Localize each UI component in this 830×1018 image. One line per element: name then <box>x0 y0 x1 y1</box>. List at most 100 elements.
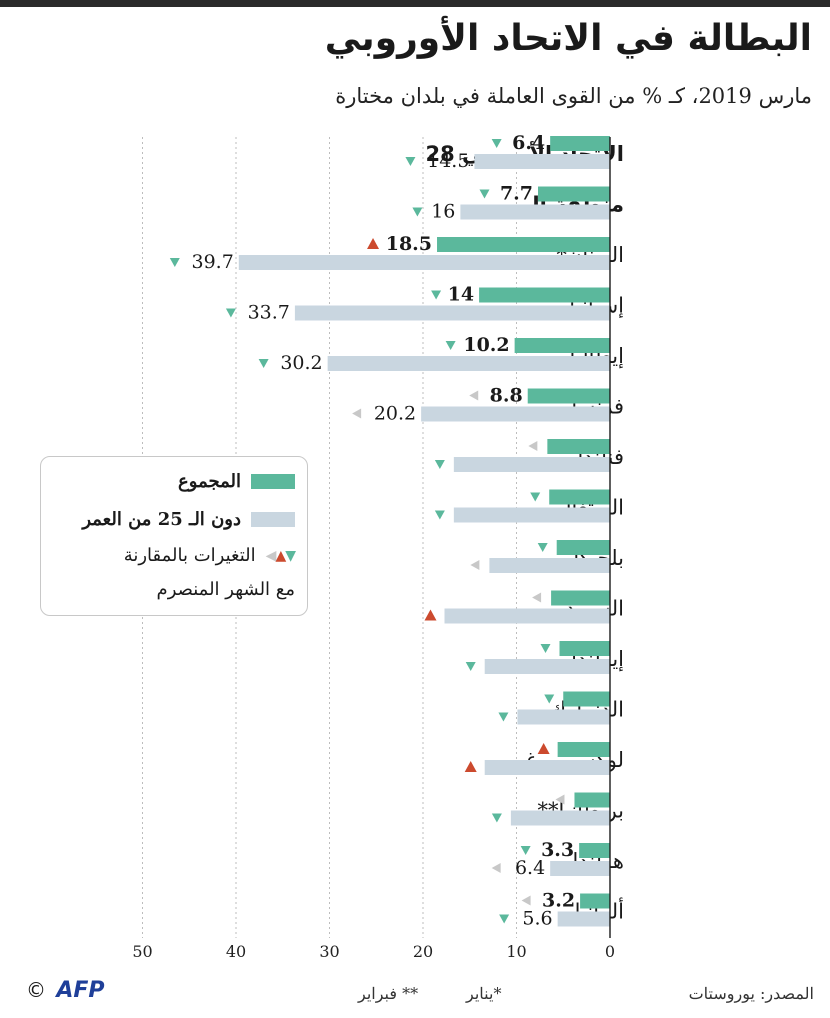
bar-under25-label: 20.2 <box>374 403 416 425</box>
bar-under25 <box>489 558 610 573</box>
category-row: بريطانيا** <box>491 792 624 826</box>
bar-total <box>556 540 610 555</box>
bar-total-label: 7.7 <box>500 183 533 205</box>
bar-under25-label: 5.6 <box>522 908 552 930</box>
change-marker-down <box>498 712 509 722</box>
change-marker-same <box>532 592 542 603</box>
category-row: فنلندا <box>434 439 624 472</box>
x-tick-label: 40 <box>226 942 246 961</box>
change-marker-same <box>528 441 538 451</box>
bar-under25 <box>421 406 610 422</box>
bar-under25 <box>453 457 610 472</box>
legend-changes-line2: مع الشهر المنصرم <box>156 579 295 600</box>
change-marker-up <box>464 761 477 772</box>
change-marker-up <box>537 743 550 754</box>
legend-down-icon: ▼ <box>285 547 296 564</box>
change-marker-down <box>465 662 476 671</box>
change-marker-down <box>434 460 445 469</box>
category-row: بلجيكا <box>470 540 624 573</box>
note-january: *يناير <box>466 984 502 1003</box>
change-marker-down <box>258 359 269 368</box>
legend-total: المجموع <box>178 471 295 492</box>
bar-total <box>514 338 610 353</box>
afp-logo: AFP <box>56 978 105 1003</box>
bar-total <box>479 287 610 303</box>
bar-total-label: 10.2 <box>463 334 509 356</box>
bar-total <box>437 237 610 252</box>
legend-change-markers: ▼▲◀ <box>265 547 296 564</box>
legend-under25-label: دون الـ 25 من العمر <box>82 509 241 530</box>
bar-under25 <box>557 911 610 927</box>
category-row: ألمانيا3.25.6 <box>499 890 624 930</box>
bar-total <box>538 186 610 202</box>
bar-under25 <box>550 861 610 876</box>
category-row: الاتحاد الأوروبي 286.414.5 <box>405 132 624 172</box>
change-marker-down <box>405 157 416 166</box>
change-marker-down <box>499 914 510 924</box>
bar-under25 <box>474 154 610 169</box>
bar-total <box>559 641 610 656</box>
note-february: ** فبراير <box>358 984 419 1003</box>
category-row: فرنسا8.820.2 <box>352 385 624 425</box>
x-tick-label: 10 <box>506 942 526 961</box>
change-marker-same <box>470 560 480 570</box>
bar-under25-label: 33.7 <box>248 302 290 324</box>
change-marker-down <box>491 139 502 148</box>
bar-total <box>547 439 610 454</box>
bar-total <box>527 388 610 404</box>
bar-under25 <box>460 204 610 220</box>
legend-changes-line1: التغيرات بالمقارنة <box>123 545 256 566</box>
legend-under25: دون الـ 25 من العمر <box>82 509 295 530</box>
legend-up-icon: ▲ <box>275 547 286 564</box>
category-row: الدنمارك <box>498 691 624 725</box>
legend-under25-swatch <box>251 512 295 527</box>
category-row: إيطاليا10.230.2 <box>258 334 624 374</box>
change-marker-down <box>225 308 236 318</box>
change-marker-down <box>431 290 442 300</box>
change-marker-down <box>491 813 502 823</box>
category-row: إيرلندا <box>465 641 624 674</box>
change-marker-down <box>520 846 531 855</box>
bar-under25 <box>517 709 610 725</box>
x-tick-label: 50 <box>132 942 152 961</box>
bar-under25-label: 16 <box>431 201 455 223</box>
x-tick-label: 0 <box>605 942 615 961</box>
bar-total <box>579 843 610 858</box>
change-marker-down <box>537 543 548 552</box>
legend-total-label: المجموع <box>178 471 241 492</box>
category-row: اليونان*18.539.7 <box>169 233 624 273</box>
category-row: السويد <box>424 590 624 624</box>
bar-under25 <box>294 305 610 321</box>
change-marker-down <box>169 258 180 267</box>
bar-under25-label: 39.7 <box>191 251 233 273</box>
bar-under25 <box>238 255 610 270</box>
category-row: لوكسمبورغ <box>464 742 624 775</box>
change-marker-down <box>434 510 445 520</box>
category-row: البرتغال <box>434 489 624 523</box>
change-marker-up <box>424 609 437 621</box>
x-tick-label: 30 <box>319 942 339 961</box>
change-marker-down <box>412 207 423 217</box>
bar-under25 <box>510 810 610 826</box>
bar-total-label: 6.4 <box>512 132 545 154</box>
legend-same-icon: ◀ <box>265 547 277 564</box>
bar-total <box>557 742 610 757</box>
change-marker-same <box>555 794 565 805</box>
top-bar <box>0 0 830 7</box>
change-marker-same <box>491 863 501 873</box>
legend: المجموع دون الـ 25 من العمر ▼▲◀ التغيرات… <box>40 456 308 616</box>
bar-total <box>550 136 610 151</box>
source-note: المصدر: يوروستات <box>688 984 814 1003</box>
bar-total-label: 3.2 <box>542 890 575 912</box>
change-marker-same <box>469 390 479 401</box>
bar-total-label: 8.8 <box>490 385 523 407</box>
change-marker-down <box>530 492 541 502</box>
bar-under25-label: 14.5 <box>427 150 469 172</box>
category-row: منطقة اليورو7.716 <box>412 183 624 223</box>
chart-title: البطالة في الاتحاد الأوروبي <box>324 18 812 59</box>
legend-total-swatch <box>251 474 295 489</box>
bar-total <box>563 691 610 707</box>
x-tick-label: 20 <box>413 942 433 961</box>
category-row: إسبانيا1433.7 <box>225 284 624 324</box>
bar-under25 <box>453 507 610 523</box>
